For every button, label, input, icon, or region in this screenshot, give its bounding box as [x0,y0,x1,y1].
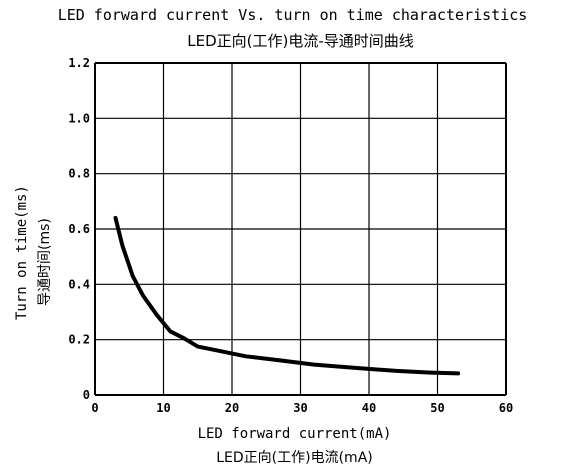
y-tick-label: 0.8 [68,167,90,181]
x-tick-label: 20 [225,401,239,415]
x-tick-label: 30 [293,401,307,415]
tick-labels: 0 10 20 30 40 50 60 0 0.2 0.4 0.6 0.8 1.0 1.2 [68,56,513,415]
x-tick-label: 0 [91,401,98,415]
x-axis-label-zh: LED正向(工作)电流(mA) [216,450,373,466]
x-tick-label: 10 [156,401,170,415]
y-axis-label: Turn on time(ms) [14,185,30,320]
series-layer [113,215,461,376]
y-tick-label: 1.2 [68,56,90,70]
x-tick-label: 40 [362,401,376,415]
grid [94,62,507,396]
x-tick-label: 50 [430,401,444,415]
y-axis-label-zh: 导通时间(ms) [37,218,53,306]
y-tick-label: 0 [83,388,90,402]
chart-subtitle: LED正向(工作)电流-导通时间曲线 [187,32,414,50]
y-tick-label: 0.6 [68,222,90,236]
x-axis-label: LED forward current(mA) [197,426,392,442]
y-tick-label: 0.4 [68,277,90,291]
x-tick-label: 60 [499,401,513,415]
y-tick-label: 1.0 [68,111,90,125]
y-tick-label: 0.2 [68,333,90,347]
chart-title: LED forward current Vs. turn on time cha… [57,6,528,24]
series-line [113,215,461,376]
